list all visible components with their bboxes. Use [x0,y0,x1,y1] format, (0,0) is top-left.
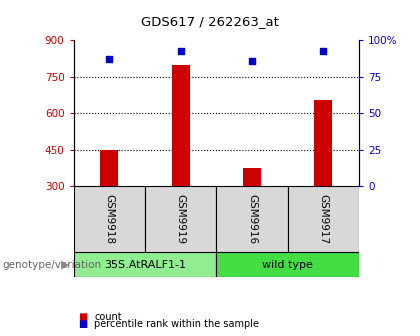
Text: GSM9916: GSM9916 [247,194,257,244]
Text: GSM9918: GSM9918 [104,194,114,244]
Point [320,48,327,53]
Text: percentile rank within the sample: percentile rank within the sample [94,319,260,329]
Bar [74,186,145,252]
Text: genotype/variation: genotype/variation [2,260,101,269]
Bar [100,150,118,186]
Bar [74,252,216,277]
Text: 35S.AtRALF1-1: 35S.AtRALF1-1 [104,260,186,269]
Text: count: count [94,311,122,322]
Point [249,58,255,64]
Text: ■: ■ [78,311,87,322]
Text: ■: ■ [78,319,87,329]
Point [106,57,113,62]
Bar [288,186,359,252]
Text: GSM9919: GSM9919 [176,194,186,244]
Text: ▶: ▶ [61,260,69,269]
Bar [216,252,359,277]
Bar [172,65,189,186]
Bar [145,186,216,252]
Bar [216,186,288,252]
Point [177,48,184,53]
Text: GSM9917: GSM9917 [318,194,328,244]
Bar [243,168,261,186]
Text: GDS617 / 262263_at: GDS617 / 262263_at [141,15,279,28]
Bar [315,100,332,186]
Text: wild type: wild type [262,260,313,269]
